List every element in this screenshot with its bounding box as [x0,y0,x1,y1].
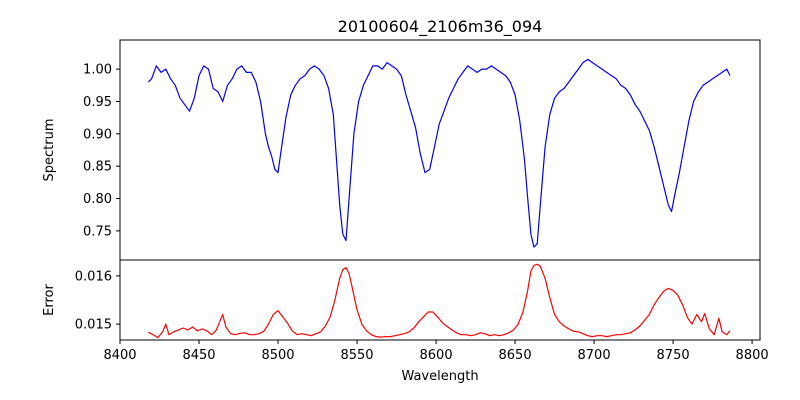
spectrum-y-tick-label: 0.85 [83,160,112,175]
x-tick-label: 8650 [499,348,532,363]
error-x-ticks: 8400 8450 8500 8550 8600 8650 8700 8750 8800 [103,340,769,363]
error-plot-area [148,263,731,339]
x-tick-label: 8500 [261,348,294,363]
error-y-tick-label: 0.015 [75,318,112,333]
chart-title: 20100604_2106m36_094 [338,17,543,37]
x-tick-label: 8800 [736,348,769,363]
x-tick-label: 8450 [182,348,215,363]
spectrum-panel: 20100604_2106m36_094 0.75 0.80 0.85 0.90 0.9… [42,17,761,261]
x-tick-label: 8550 [340,348,373,363]
x-tick-label: 8600 [420,348,453,363]
error-axes-frame [119,259,761,341]
x-axis-label: Wavelength [401,369,478,384]
spectrum-y-tick-label: 0.90 [83,127,112,142]
x-tick-label: 8700 [578,348,611,363]
spectrum-series-line-0 [147,58,731,248]
error-series-line-0 [148,263,731,339]
error-y-tick-label: 0.016 [75,269,112,284]
error-y-axis-label: Error [42,284,57,316]
error-y-ticks: 0.015 0.016 [75,269,120,333]
spectrum-y-axis-label: Spectrum [42,119,57,182]
x-tick-label: 8400 [103,348,136,363]
x-tick-label: 8750 [657,348,690,363]
spectrum-y-tick-label: 0.95 [83,95,112,110]
spectrum-y-tick-label: 0.75 [83,224,112,239]
spectrum-y-ticks: 0.75 0.80 0.85 0.90 0.95 1.00 [83,63,120,239]
spectrum-plot-area [147,58,731,248]
spectrum-y-tick-label: 1.00 [83,63,112,78]
spectrum-y-tick-label: 0.80 [83,192,112,207]
